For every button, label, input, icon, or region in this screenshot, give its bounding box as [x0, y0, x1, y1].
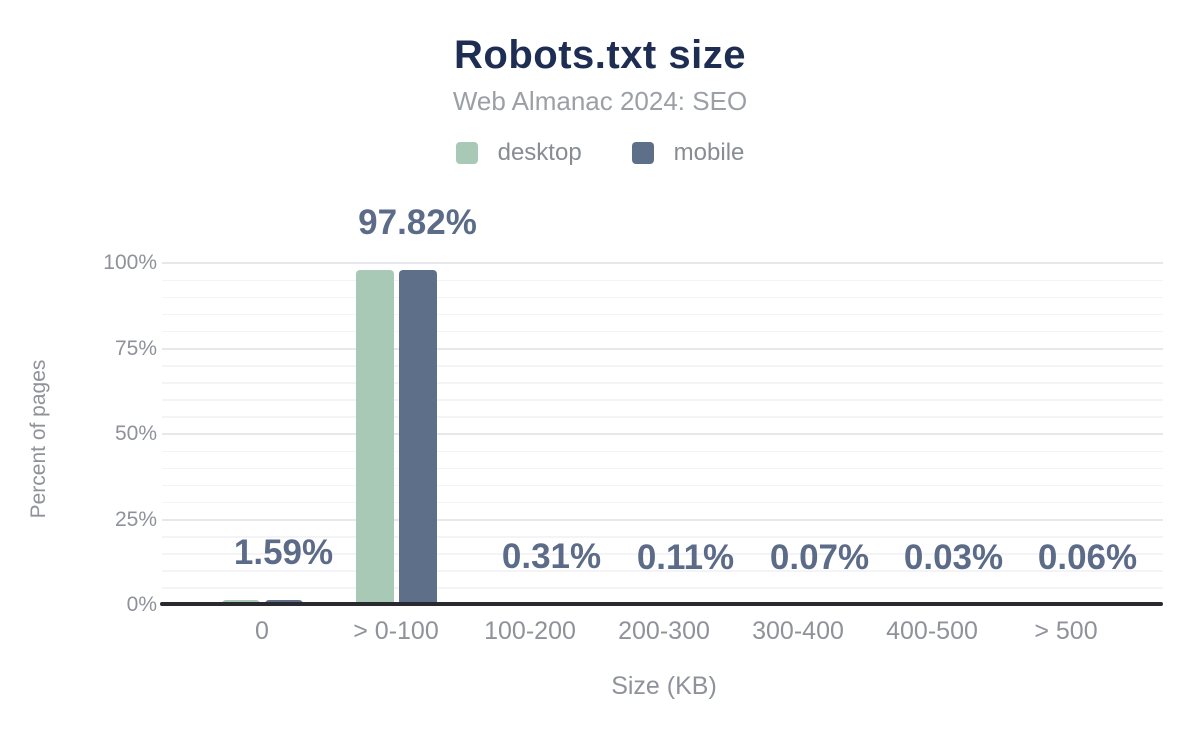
value-label: 0.07%: [769, 537, 870, 577]
x-tick-label: 400-500: [886, 617, 978, 645]
gridline-major: [162, 347, 1163, 350]
y-tick-label: 25%: [114, 507, 157, 531]
gridline-minor: [162, 570, 1163, 572]
gridline-minor: [162, 484, 1163, 487]
legend-label: desktop: [497, 139, 582, 166]
value-label: 1.59%: [233, 532, 334, 572]
y-tick-label: 100%: [103, 251, 157, 274]
x-axis-title: Size (KB): [611, 672, 717, 700]
x-tick-label: > 500: [1034, 617, 1098, 645]
gridline-minor: [162, 399, 1163, 401]
gridline-minor: [162, 330, 1163, 333]
legend: desktop mobile: [0, 140, 1200, 166]
x-tick-label: 300-400: [752, 617, 844, 645]
gridline-minor: [162, 279, 1163, 282]
gridline-major: [162, 262, 1163, 264]
y-tick-label: 0%: [126, 593, 157, 616]
gridline-minor: [162, 501, 1163, 504]
x-tick-label: > 0-100: [353, 617, 439, 645]
chart-subtitle: Web Almanac 2024: SEO: [452, 86, 748, 116]
bar-mobile-1[interactable]: [398, 270, 437, 605]
legend-item-mobile[interactable]: mobile: [631, 139, 745, 166]
gridline-minor: [162, 587, 1163, 589]
gridline-minor: [162, 296, 1163, 299]
plot-area: 1.59% 97.82% 0.31% 0.11% 0.07% 0.03% 0.06%: [162, 205, 1163, 605]
gridline-minor: [162, 365, 1163, 367]
gridline-minor: [162, 553, 1163, 555]
bar-desktop-1[interactable]: [355, 270, 394, 605]
gridline-minor: [162, 450, 1163, 453]
value-label: 0.03%: [903, 537, 1004, 577]
y-axis-ticks: 0% 25% 50% 75% 100%: [0, 252, 180, 615]
value-label: 97.82%: [358, 203, 477, 243]
y-tick-label: 50%: [114, 422, 157, 445]
value-label: 0.11%: [636, 537, 735, 577]
legend-label: mobile: [673, 139, 745, 166]
x-axis-line: [160, 602, 1163, 606]
x-tick-label: 100-200: [484, 617, 576, 645]
gridline-minor: [162, 382, 1163, 384]
gridline-minor: [162, 467, 1163, 470]
gridline-major: [162, 433, 1163, 435]
legend-item-desktop[interactable]: desktop: [455, 139, 582, 166]
gridline-minor: [162, 313, 1163, 316]
gridline-minor: [162, 536, 1163, 538]
x-axis-ticks: 0 > 0-100 100-200 200-300 300-400 400-500 > 50…: [195, 617, 1133, 645]
value-label: 0.06%: [1037, 537, 1138, 577]
legend-swatch-desktop: [455, 142, 478, 164]
x-tick-label: 200-300: [618, 617, 710, 645]
chart-title: Robots.txt size: [454, 33, 746, 77]
legend-swatch-mobile: [631, 142, 654, 164]
y-tick-label: 75%: [114, 336, 157, 360]
value-label: 0.31%: [501, 536, 602, 576]
x-tick-label: 0: [255, 617, 269, 645]
gridline-minor: [162, 416, 1163, 418]
gridline-major: [162, 518, 1163, 521]
